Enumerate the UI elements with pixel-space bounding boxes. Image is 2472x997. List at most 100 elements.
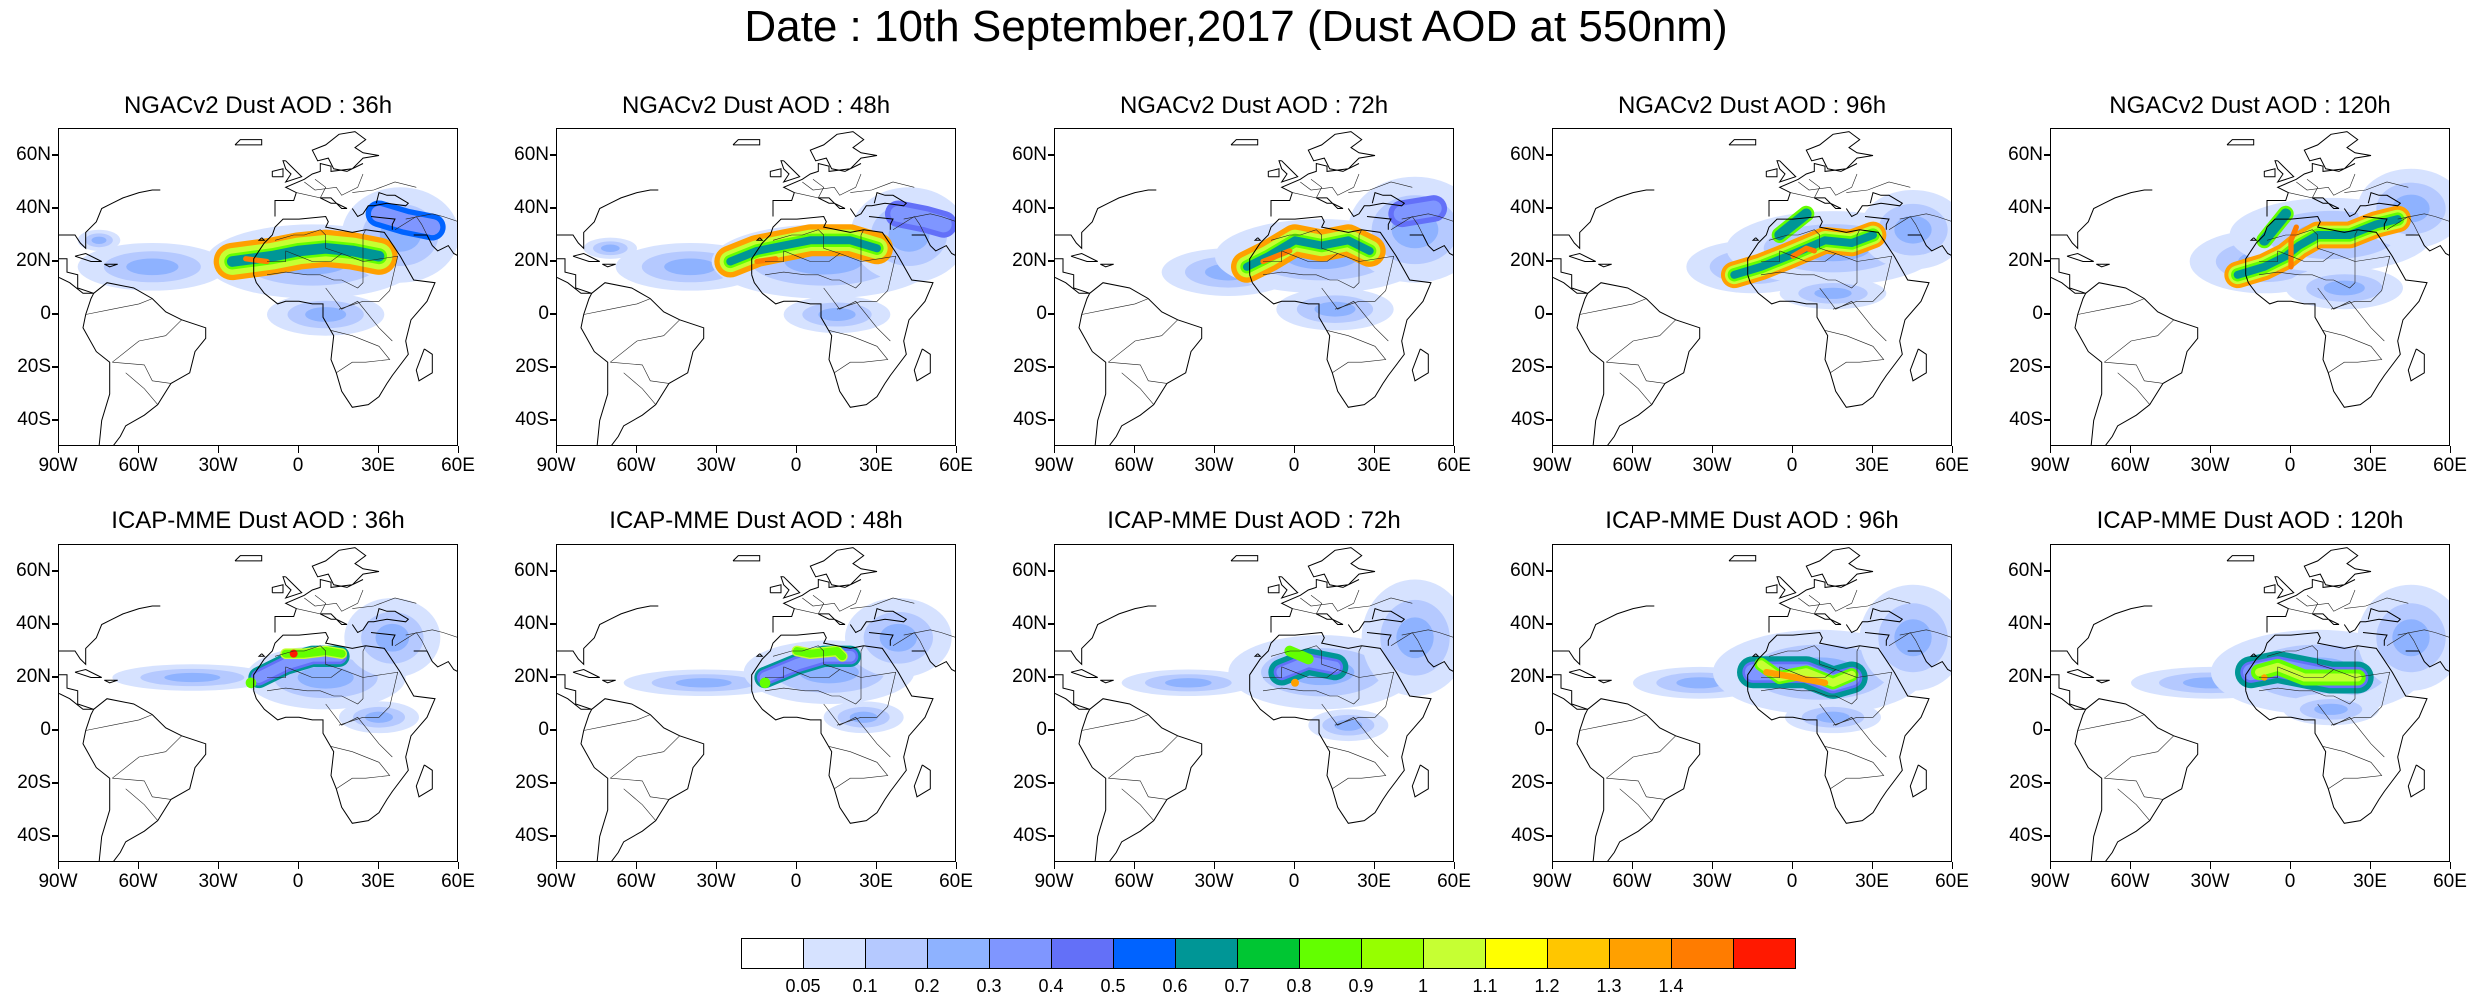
- dust-plume: [245, 677, 257, 689]
- coastline: [2096, 263, 2110, 268]
- country-border: [583, 714, 651, 731]
- lon-tick: [1133, 446, 1135, 453]
- lat-tick: [1546, 154, 1552, 156]
- coastline: [557, 258, 592, 294]
- coastline: [1316, 613, 1344, 625]
- country-border: [610, 777, 670, 800]
- lon-tick: [297, 862, 299, 869]
- dust-aod-map: [557, 131, 955, 445]
- dust-plume: [371, 205, 441, 236]
- lat-tick: [1048, 729, 1054, 731]
- lat-tick-label: 60N: [1012, 143, 1047, 165]
- country-border: [2322, 746, 2383, 790]
- country-border: [1281, 250, 1338, 262]
- country-border: [2258, 229, 2356, 289]
- lon-tick-label: 30W: [696, 871, 736, 892]
- coastline: [2249, 237, 2258, 241]
- lat-tick: [52, 207, 58, 209]
- lon-tick-label: 60E: [2433, 871, 2467, 892]
- coastline: [234, 139, 263, 146]
- country-border: [850, 181, 915, 193]
- country-border: [1348, 597, 1413, 609]
- lon-tick: [1213, 862, 1215, 869]
- country-border: [325, 703, 393, 758]
- lon-tick: [1631, 862, 1633, 869]
- coastline: [913, 764, 931, 798]
- country-border: [802, 589, 862, 612]
- dust-aod-map: [1553, 131, 1951, 445]
- lat-tick-label: 0: [538, 718, 549, 740]
- coastline: [780, 160, 801, 183]
- coastline: [580, 698, 705, 861]
- country-border: [267, 666, 286, 678]
- country-border: [2117, 372, 2150, 405]
- lat-tick: [2044, 570, 2050, 572]
- colorbar-swatch: [1547, 938, 1610, 969]
- coastline: [572, 668, 600, 678]
- coastline: [1270, 131, 1376, 217]
- country-border: [112, 319, 182, 363]
- country-border: [1348, 181, 1413, 193]
- map-panel-ngac-48h: [556, 128, 956, 446]
- coastline: [2245, 631, 2428, 824]
- lat-tick-label: 20N: [16, 665, 51, 687]
- country-border: [2259, 250, 2278, 262]
- lon-tick: [875, 446, 877, 453]
- lat-tick-label: 40N: [514, 196, 549, 218]
- panel-title: NGACv2 Dust AOD : 72h: [1119, 92, 1389, 119]
- country-border: [85, 714, 153, 731]
- panel-title: ICAP-MME Dust AOD : 72h: [1107, 507, 1401, 534]
- lon-tick: [2049, 446, 2051, 453]
- country-border: [802, 173, 862, 196]
- lat-tick: [2044, 207, 2050, 209]
- lat-tick-label: 20S: [2009, 771, 2043, 793]
- coastline: [1909, 348, 1927, 382]
- lat-tick-label: 60N: [1012, 559, 1047, 581]
- coastline: [1845, 191, 1904, 218]
- lat-tick: [550, 419, 556, 421]
- coastline: [415, 348, 433, 382]
- country-border: [85, 298, 153, 315]
- dust-aod-map: [1553, 547, 1951, 861]
- lon-tick: [1871, 862, 1873, 869]
- country-border: [2386, 632, 2420, 652]
- dust-haze: [1814, 287, 1852, 299]
- coastline: [1864, 632, 1890, 646]
- coastline: [1765, 584, 1778, 594]
- lat-tick: [2044, 260, 2050, 262]
- colorbar-swatch: [865, 938, 928, 969]
- lon-tick-label: 30E: [361, 455, 395, 476]
- country-border: [1606, 777, 1666, 800]
- country-border: [2077, 298, 2145, 315]
- country-border: [1790, 179, 1821, 199]
- lon-tick: [955, 862, 957, 869]
- coastline: [868, 632, 894, 646]
- coastline: [602, 679, 616, 684]
- lat-tick-label: 0: [2032, 718, 2043, 740]
- country-border: [1798, 589, 1858, 612]
- lon-tick-label: 0: [2284, 455, 2296, 476]
- lon-tick: [1053, 862, 1055, 869]
- lat-tick: [1546, 260, 1552, 262]
- lon-tick: [795, 862, 797, 869]
- coastline: [1411, 348, 1429, 382]
- country-border: [266, 229, 364, 289]
- coastline: [1747, 215, 1930, 408]
- lon-tick-label: 60W: [616, 455, 656, 476]
- lon-tick-label: 60W: [1612, 871, 1652, 892]
- country-border: [1779, 250, 1836, 262]
- country-border: [1326, 746, 1387, 790]
- lon-tick: [1951, 446, 1953, 453]
- map-panel-icap-96h: [1552, 544, 1952, 862]
- lat-tick: [550, 782, 556, 784]
- panel-title: NGACv2 Dust AOD : 48h: [621, 92, 891, 119]
- lat-tick: [2044, 366, 2050, 368]
- dust-haze: [1676, 677, 1723, 689]
- country-border: [783, 666, 840, 678]
- lat-tick-label: 40S: [515, 408, 549, 430]
- lon-tick-label: 30E: [1357, 455, 1391, 476]
- coastline: [1230, 555, 1259, 562]
- coastline: [1253, 653, 1262, 657]
- dust-haze: [375, 623, 410, 652]
- lat-tick: [1048, 570, 1054, 572]
